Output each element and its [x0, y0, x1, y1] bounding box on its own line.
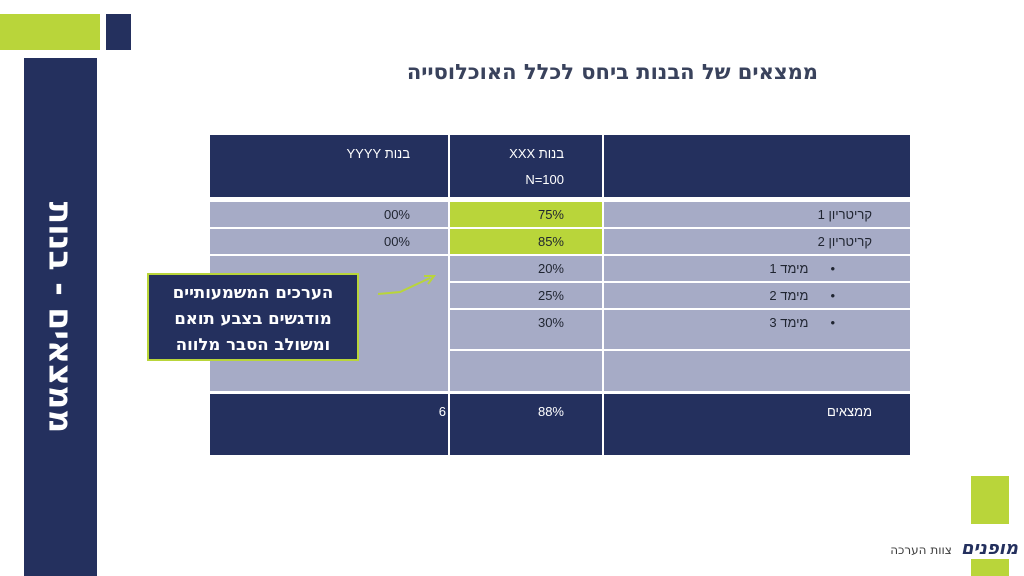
callout-line2: מודגשים בצבע תואם [174, 309, 332, 328]
header-cell-xxx: בנות XXX N=100 [450, 135, 602, 197]
header-yyyy-label: בנות YYYY [346, 146, 411, 161]
empty-row-xxx [450, 351, 602, 391]
row3-xxx: 20% [450, 256, 602, 281]
row4-label: מימד 2 [769, 288, 809, 303]
decor-green-block-brand [971, 476, 1009, 524]
row5-label: מימד 3 [769, 315, 809, 330]
brand-logo: מופנים [960, 538, 1018, 559]
page-title: ממצאים של הבנות ביחס לכלל האוכלוסייה [406, 60, 818, 84]
callout-line3: ומשולב הסבר מלווה [175, 335, 331, 354]
row3-label: מימד 1 [769, 261, 809, 276]
header-cell-label [604, 135, 910, 197]
footer-cell-label: ממצאים [604, 394, 910, 455]
bullet-icon: • [830, 315, 835, 330]
row1-xxx: 75% [450, 202, 602, 227]
row3-label-cell: • מימד 1 [604, 256, 910, 281]
decor-green-block [0, 14, 100, 50]
row4-label-cell: • מימד 2 [604, 283, 910, 308]
row1-label: קריטריון 1 [604, 202, 910, 227]
row1-yyyy: 00% [210, 202, 448, 227]
row5-label-cell: • מימד 3 [604, 310, 910, 349]
row2-xxx: 85% [450, 229, 602, 254]
header-xxx-n: N=100 [525, 172, 564, 187]
footer-label: ממצאים [826, 404, 872, 419]
header-cell-yyyy: בנות YYYY [210, 135, 448, 197]
decor-green-block-brand-bottom [971, 559, 1009, 576]
side-title-bar: ממצאים - בנות [24, 58, 97, 576]
row2-yyyy: 00% [210, 229, 448, 254]
callout-box: הערכים המשמעותיים מודגשים בצבע תואם ומשו… [147, 273, 359, 361]
side-title: ממצאים - בנות [41, 201, 80, 433]
row5-xxx: 30% [450, 310, 602, 349]
arrow-icon [378, 275, 436, 295]
decor-navy-block [106, 14, 131, 50]
row4-xxx: 25% [450, 283, 602, 308]
header-xxx-label: בנות XXX [509, 146, 564, 161]
row2-label: קריטריון 2 [604, 229, 910, 254]
empty-row-label [604, 351, 910, 391]
footer-cell-xxx: 88% [450, 394, 602, 455]
footer-cell-yyyy: 6 [210, 394, 448, 455]
brand-subtitle: צוות הערכה [890, 543, 952, 557]
bullet-icon: • [830, 288, 835, 303]
callout-line1: הערכים המשמעותיים [172, 283, 334, 302]
brand-logo-area: מופנים צוות הערכה [860, 538, 1018, 559]
footer-xxx: 88% [537, 404, 564, 419]
bullet-icon: • [830, 261, 835, 276]
footer-yyyy: 6 [438, 404, 446, 419]
